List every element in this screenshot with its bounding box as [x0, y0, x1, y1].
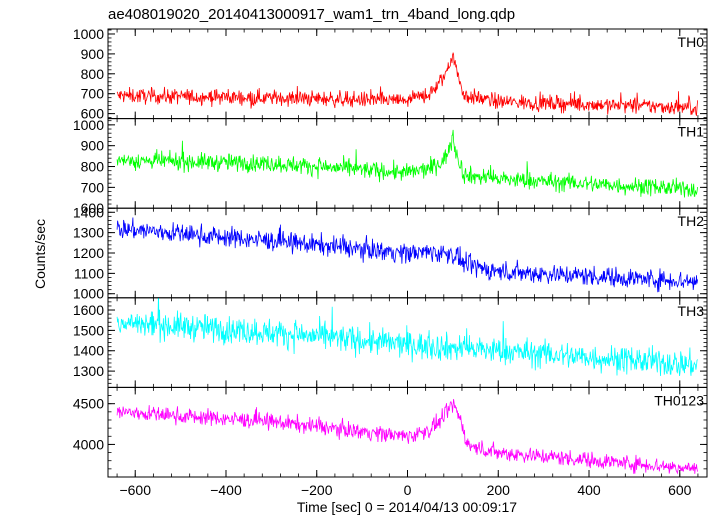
y-tick-label: 1000	[73, 26, 104, 42]
panel-th3: 1300 1400 1500 1600 TH3	[73, 297, 708, 388]
y-tick-label: 1600	[73, 302, 104, 318]
y-tick-label: 1400	[73, 204, 104, 220]
series-th0123	[116, 398, 698, 475]
y-tick-label: 1000	[73, 117, 104, 133]
y-tick-label: 600	[81, 200, 105, 216]
panel-label: TH2	[678, 213, 705, 229]
y-tick-label: 600	[81, 106, 105, 122]
panels-group: 600 700 800 900 1000 TH0 600 700 800 900 1000 TH1 10…	[73, 26, 708, 498]
series-th2	[116, 217, 698, 293]
panel-th0: 600 700 800 900 1000 TH0	[73, 26, 708, 122]
y-tick-label: 1400	[73, 343, 104, 359]
chart-title: ae408019020_20140413000917_wam1_trn_4ban…	[108, 6, 515, 23]
y-tick-label: 700	[81, 179, 105, 195]
panel-th1: 600 700 800 900 1000 TH1	[73, 117, 708, 216]
y-tick-label: 1000	[73, 286, 104, 302]
y-tick-label: 900	[81, 46, 105, 62]
y-axis-label: Counts/sec	[32, 219, 48, 289]
y-tick-label: 1300	[73, 363, 104, 379]
x-tick-label: 400	[577, 482, 601, 498]
x-tick-label: 600	[668, 482, 692, 498]
panel-label: TH0	[678, 34, 705, 50]
x-tick-label: 200	[487, 482, 511, 498]
y-tick-label: 1100	[74, 265, 104, 281]
series-th1	[116, 129, 698, 198]
y-tick-label: 1300	[73, 225, 104, 241]
y-tick-label: 4000	[73, 436, 104, 452]
panel-th2: 1000 1100 1200 1300 1400 TH2	[73, 204, 708, 302]
panel-frame	[107, 207, 708, 299]
x-tick-label: 0	[404, 482, 412, 498]
y-tick-label: 700	[81, 86, 105, 102]
y-tick-label: 800	[81, 159, 105, 175]
series-th0	[116, 51, 698, 116]
x-tick-label: −400	[210, 482, 242, 498]
series-th3	[116, 297, 698, 377]
panel-label: TH3	[678, 303, 705, 319]
panel-label: TH0123	[654, 392, 704, 408]
panel-label: TH1	[678, 124, 705, 140]
y-tick-label: 4500	[73, 396, 104, 412]
y-tick-label: 900	[81, 138, 105, 154]
x-tick-label: −600	[119, 482, 151, 498]
y-tick-label: 800	[81, 66, 105, 82]
panel-th0123: 4000 4500 TH0123	[73, 386, 708, 478]
x-axis-label: Time [sec] 0 = 2014/04/13 00:09:17	[297, 499, 517, 515]
panel-frame	[107, 386, 708, 478]
y-tick-label: 1500	[73, 322, 104, 338]
y-tick-label: 1200	[73, 245, 104, 261]
x-tick-label: −200	[301, 482, 333, 498]
